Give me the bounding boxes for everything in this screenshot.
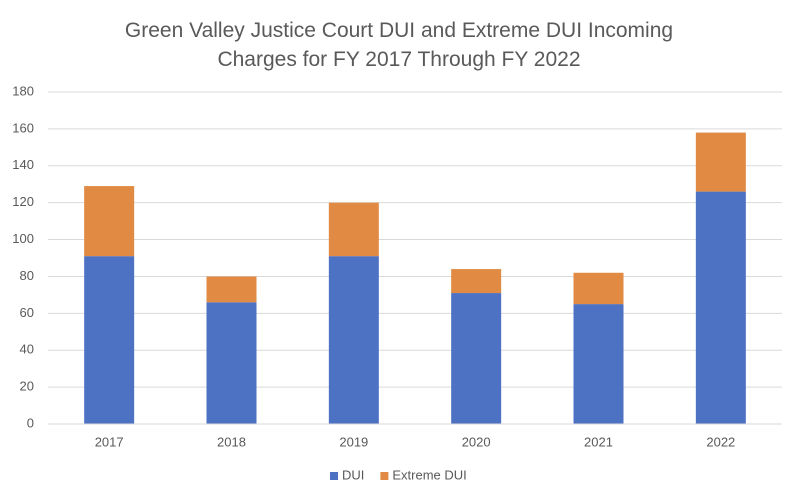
y-tick-label: 140 [12,157,34,172]
x-tick-label: 2018 [217,434,246,449]
y-tick-label: 40 [20,342,34,357]
x-tick-label: 2017 [95,434,124,449]
y-tick-label: 0 [27,415,34,430]
y-tick-label: 20 [20,379,34,394]
bar-segment [451,293,502,424]
bar-segment [328,202,379,257]
y-tick-label: 80 [20,268,34,283]
y-tick-label: 160 [12,120,34,135]
y-tick-label: 60 [20,305,34,320]
y-tick-label: 100 [12,231,34,246]
legend-label: DUI [342,467,364,482]
y-tick-label: 120 [12,194,34,209]
bar-segment [84,186,135,257]
x-tick-label: 2022 [706,434,735,449]
x-tick-label: 2020 [462,434,491,449]
bar-segment [451,269,502,294]
bar-segment [328,256,379,424]
bar-segment [84,256,135,424]
bar-segment [206,302,257,424]
legend-swatch [330,472,338,480]
chart-title: Green Valley Justice Court DUI and Extre… [124,19,674,71]
bar-segment [573,272,624,305]
bar-segment [695,191,746,424]
legend-label: Extreme DUI [392,467,466,482]
legend-swatch [380,472,389,480]
y-tick-label: 180 [12,83,34,98]
x-tick-label: 2019 [339,434,368,449]
bar-segment [573,304,624,424]
x-tick-label: 2021 [584,434,613,449]
bar-segment [695,132,746,192]
bar-segment [206,276,257,303]
